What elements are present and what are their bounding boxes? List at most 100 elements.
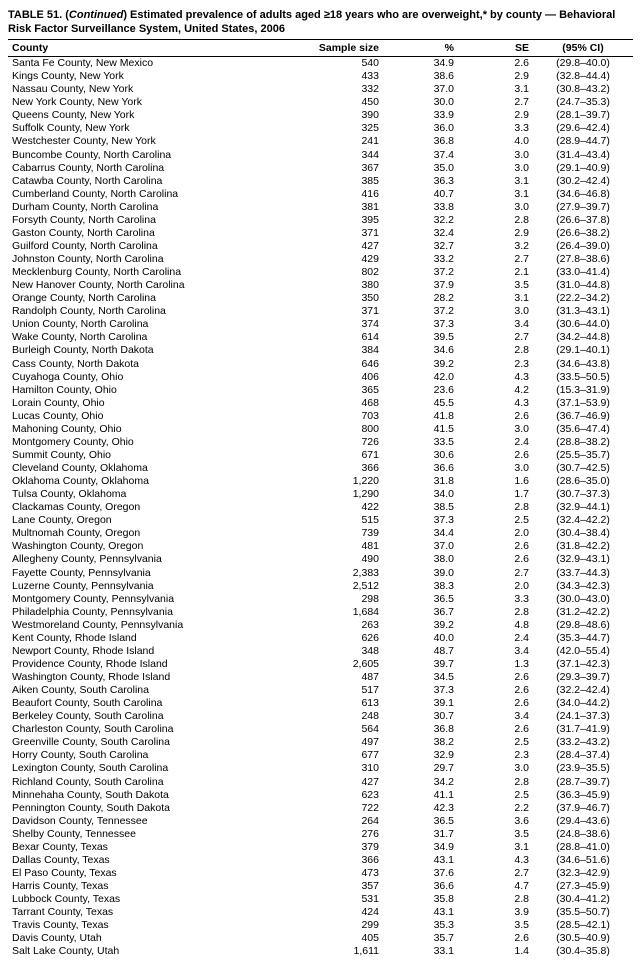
cell-sample: 406 xyxy=(302,370,383,383)
col-county: County xyxy=(8,39,302,56)
cell-se: 2.8 xyxy=(458,893,533,906)
cell-se: 3.5 xyxy=(458,279,533,292)
table-row: Allegheny County, Pennsylvania49038.02.6… xyxy=(8,553,633,566)
cell-sample: 722 xyxy=(302,801,383,814)
cell-ci: (29.1–40.1) xyxy=(533,344,633,357)
cell-pct: 31.7 xyxy=(383,827,458,840)
cell-ci: (24.8–38.6) xyxy=(533,827,633,840)
cell-county: Davis County, Utah xyxy=(8,932,302,945)
cell-pct: 32.4 xyxy=(383,226,458,239)
cell-ci: (29.8–48.6) xyxy=(533,618,633,631)
cell-se: 2.8 xyxy=(458,501,533,514)
table-row: Davidson County, Tennessee26436.53.6(29.… xyxy=(8,814,633,827)
cell-ci: (34.2–44.8) xyxy=(533,331,633,344)
table-row: Wake County, North Carolina61439.52.7(34… xyxy=(8,331,633,344)
cell-ci: (35.6–47.4) xyxy=(533,422,633,435)
table-row: Westchester County, New York24136.84.0(2… xyxy=(8,135,633,148)
cell-sample: 490 xyxy=(302,553,383,566)
cell-county: Tulsa County, Oklahoma xyxy=(8,488,302,501)
cell-pct: 35.7 xyxy=(383,932,458,945)
table-row: Charleston County, South Carolina56436.8… xyxy=(8,723,633,736)
cell-se: 3.1 xyxy=(458,83,533,96)
cell-sample: 800 xyxy=(302,422,383,435)
cell-county: Gaston County, North Carolina xyxy=(8,226,302,239)
cell-county: Lorain County, Ohio xyxy=(8,396,302,409)
cell-pct: 36.6 xyxy=(383,462,458,475)
cell-sample: 646 xyxy=(302,357,383,370)
cell-county: Forsyth County, North Carolina xyxy=(8,213,302,226)
cell-ci: (30.6–44.0) xyxy=(533,318,633,331)
cell-pct: 37.0 xyxy=(383,83,458,96)
cell-sample: 564 xyxy=(302,723,383,736)
table-row: Cass County, North Dakota64639.22.3(34.6… xyxy=(8,357,633,370)
cell-county: Beaufort County, South Carolina xyxy=(8,697,302,710)
cell-sample: 1,684 xyxy=(302,605,383,618)
cell-ci: (28.6–35.0) xyxy=(533,475,633,488)
cell-ci: (29.1–40.9) xyxy=(533,161,633,174)
cell-se: 3.0 xyxy=(458,462,533,475)
cell-pct: 34.0 xyxy=(383,488,458,501)
cell-sample: 427 xyxy=(302,775,383,788)
cell-ci: (15.3–31.9) xyxy=(533,383,633,396)
table-title: TABLE 51. (Continued) Estimated prevalen… xyxy=(8,8,633,37)
table-row: Tulsa County, Oklahoma1,29034.01.7(30.7–… xyxy=(8,488,633,501)
cell-ci: (28.1–39.7) xyxy=(533,109,633,122)
cell-pct: 37.9 xyxy=(383,279,458,292)
cell-se: 2.6 xyxy=(458,409,533,422)
cell-county: Cleveland County, Oklahoma xyxy=(8,462,302,475)
table-row: Queens County, New York39033.92.9(28.1–3… xyxy=(8,109,633,122)
cell-se: 2.7 xyxy=(458,566,533,579)
cell-sample: 726 xyxy=(302,435,383,448)
cell-pct: 40.7 xyxy=(383,187,458,200)
cell-county: Harris County, Texas xyxy=(8,880,302,893)
cell-county: Providence County, Rhode Island xyxy=(8,657,302,670)
cell-sample: 450 xyxy=(302,96,383,109)
cell-se: 1.3 xyxy=(458,657,533,670)
cell-sample: 540 xyxy=(302,56,383,70)
cell-sample: 433 xyxy=(302,70,383,83)
cell-pct: 38.5 xyxy=(383,501,458,514)
cell-sample: 357 xyxy=(302,880,383,893)
table-row: Pennington County, South Dakota72242.32.… xyxy=(8,801,633,814)
cell-ci: (30.7–37.3) xyxy=(533,488,633,501)
table-row: Lexington County, South Carolina31029.73… xyxy=(8,762,633,775)
cell-se: 3.2 xyxy=(458,239,533,252)
cell-ci: (32.9–44.1) xyxy=(533,501,633,514)
cell-sample: 468 xyxy=(302,396,383,409)
cell-ci: (27.8–38.6) xyxy=(533,253,633,266)
table-row: Harris County, Texas35736.64.7(27.3–45.9… xyxy=(8,880,633,893)
cell-county: Multnomah County, Oregon xyxy=(8,527,302,540)
cell-se: 3.0 xyxy=(458,422,533,435)
cell-pct: 33.9 xyxy=(383,109,458,122)
cell-pct: 33.8 xyxy=(383,200,458,213)
cell-se: 3.5 xyxy=(458,827,533,840)
table-body: Santa Fe County, New Mexico54034.92.6(29… xyxy=(8,56,633,958)
cell-sample: 703 xyxy=(302,409,383,422)
cell-sample: 623 xyxy=(302,788,383,801)
cell-ci: (32.4–42.2) xyxy=(533,514,633,527)
cell-county: Lane County, Oregon xyxy=(8,514,302,527)
cell-pct: 39.2 xyxy=(383,357,458,370)
cell-ci: (30.0–43.0) xyxy=(533,592,633,605)
cell-sample: 487 xyxy=(302,671,383,684)
cell-se: 2.9 xyxy=(458,226,533,239)
cell-pct: 23.6 xyxy=(383,383,458,396)
cell-ci: (23.9–35.5) xyxy=(533,762,633,775)
table-row: Nassau County, New York33237.03.1(30.8–4… xyxy=(8,83,633,96)
cell-se: 3.3 xyxy=(458,122,533,135)
table-row: Providence County, Rhode Island2,60539.7… xyxy=(8,657,633,670)
cell-se: 2.7 xyxy=(458,96,533,109)
cell-pct: 33.1 xyxy=(383,945,458,958)
cell-pct: 42.3 xyxy=(383,801,458,814)
cell-pct: 37.3 xyxy=(383,318,458,331)
cell-pct: 34.2 xyxy=(383,775,458,788)
table-row: Mahoning County, Ohio80041.53.0(35.6–47.… xyxy=(8,422,633,435)
cell-se: 3.9 xyxy=(458,906,533,919)
cell-county: Cass County, North Dakota xyxy=(8,357,302,370)
table-row: Multnomah County, Oregon73934.42.0(30.4–… xyxy=(8,527,633,540)
cell-ci: (24.1–37.3) xyxy=(533,710,633,723)
table-row: Cabarrus County, North Carolina36735.03.… xyxy=(8,161,633,174)
cell-sample: 497 xyxy=(302,736,383,749)
table-row: Lane County, Oregon51537.32.5(32.4–42.2) xyxy=(8,514,633,527)
cell-county: Lucas County, Ohio xyxy=(8,409,302,422)
